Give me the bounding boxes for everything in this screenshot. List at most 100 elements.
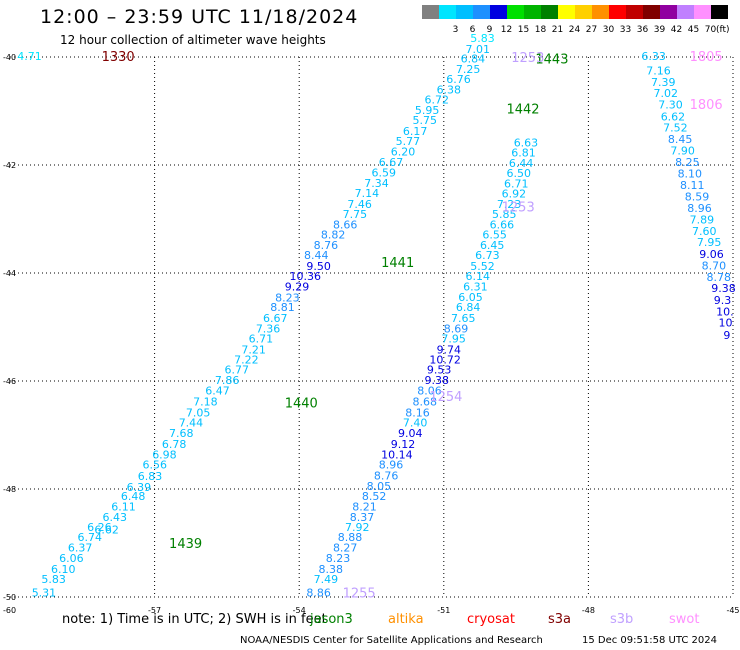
colorbar-swatch [643, 5, 660, 19]
wave-height-value: 6.62 [94, 524, 119, 537]
wave-height-value: 7.16 [646, 65, 671, 78]
wave-height-value: 6.63 [514, 136, 539, 149]
wave-height-value: 8.37 [350, 511, 375, 524]
colorbar-label: 15 [517, 25, 530, 35]
wave-height-value: 10.14 [381, 448, 413, 461]
colorbar-label: 18 [534, 25, 547, 35]
map-title: 12:00 – 23:59 UTC 11/18/2024 [40, 6, 359, 28]
wave-height-value: 6.50 [506, 167, 530, 180]
wave-height-value: 8.76 [374, 470, 399, 483]
wave-height-value: 7.92 [345, 521, 370, 534]
colorbar-swatch [626, 5, 643, 19]
wave-height-value: 9.3 [714, 294, 732, 307]
wave-height-value: 8.96 [687, 202, 712, 215]
wave-height-value: 6.92 [502, 188, 527, 201]
colorbar-label: 39 [653, 25, 666, 35]
colorbar-label: 9 [486, 25, 493, 35]
lat-tick-label: -50 [3, 593, 16, 602]
wave-height-value: 6.44 [509, 157, 534, 170]
colorbar-label: 42 [670, 25, 683, 35]
wave-height-value: 5.77 [396, 135, 421, 148]
pass-time-label: 1255 [343, 587, 376, 602]
pass-time-label: 1805 [690, 50, 723, 65]
wave-height-value: 7.30 [658, 99, 683, 112]
wave-height-value: 7.22 [234, 353, 259, 366]
wave-height-value: 8.16 [405, 406, 430, 419]
wave-height-value: 6.67 [379, 156, 404, 169]
lat-tick-label: -44 [3, 269, 16, 278]
colorbar-label: 70 [704, 25, 717, 35]
wave-height-value: 8.69 [444, 323, 469, 336]
lon-tick-label: -54 [293, 606, 306, 615]
wave-height-value: 5.52 [470, 260, 495, 273]
wave-height-value: 8.81 [270, 301, 295, 314]
wave-height-value: 8.70 [702, 259, 727, 272]
lon-tick-label: -45 [726, 606, 739, 615]
pass-time-label: 1439 [169, 537, 202, 552]
wave-height-value: 8.38 [318, 563, 343, 576]
wave-height-value: 10. [716, 305, 734, 318]
colorbar-swatch [490, 5, 507, 19]
satellite-legend-s3b: s3b [610, 612, 634, 627]
wave-height-value: 8.76 [314, 239, 339, 252]
lat-tick-label: -48 [3, 485, 16, 494]
pass-time-label: 1253 [511, 51, 544, 66]
lat-tick-label: -40 [3, 53, 16, 62]
colorbar-swatch [473, 5, 490, 19]
wave-height-value: 6.31 [463, 281, 488, 294]
wave-height-value: 6.45 [480, 239, 505, 252]
colorbar-swatch [660, 5, 677, 19]
wave-height-value: 7.44 [179, 417, 204, 430]
wave-height-value: 9.53 [427, 364, 452, 377]
wave-height-value: 6.76 [446, 73, 471, 86]
colorbar-label: 30 [602, 25, 615, 35]
wave-height-value: 6.73 [475, 249, 500, 262]
wave-height-value: 6.98 [152, 448, 177, 461]
wave-height-value: 8.68 [412, 396, 437, 409]
wave-height-value: 5.85 [492, 208, 517, 221]
wave-height-value: 6.67 [263, 312, 288, 325]
wave-height-value: 9.74 [437, 344, 462, 357]
colorbar-label: 33 [619, 25, 632, 35]
wave-height-value: 7.49 [314, 573, 339, 586]
wave-height-value: 8.88 [338, 531, 363, 544]
wave-height-value: 6.05 [458, 291, 483, 304]
pass-time-label: 1253 [502, 201, 535, 216]
wave-height-value: 10 [719, 317, 733, 330]
wave-height-value: 7.34 [364, 177, 389, 190]
colorbar-swatch [422, 5, 439, 19]
wave-height-value: 6.55 [482, 229, 507, 242]
wave-height-value: 6.10 [51, 563, 76, 576]
pass-time-label: 1442 [506, 102, 539, 117]
wave-height-value: 7.25 [456, 63, 481, 76]
wave-height-value: 8.11 [680, 179, 705, 192]
wave-height-value: 7.40 [403, 417, 428, 430]
wave-height-value: 8.23 [275, 291, 300, 304]
colorbar-label: 3 [452, 25, 459, 35]
wave-height-value: 7.90 [670, 144, 695, 157]
colorbar-label: 12 [500, 25, 513, 35]
colorbar-swatch [507, 5, 524, 19]
wave-height-value: 6.17 [403, 125, 428, 138]
wave-height-value: 8.23 [326, 552, 351, 565]
lon-tick-label: -60 [3, 606, 16, 615]
wave-height-value: 6.74 [77, 531, 102, 544]
wave-height-value: 8.52 [362, 490, 387, 503]
wave-height-value: 6.78 [162, 438, 187, 451]
colorbar-swatch [609, 5, 626, 19]
wave-height-value: 6.84 [456, 301, 481, 314]
wave-height-value: 8.44 [304, 249, 329, 262]
map-subtitle: 12 hour collection of altimeter wave hei… [60, 33, 326, 47]
lon-tick-label: -48 [582, 606, 595, 615]
colorbar-label: 36 [636, 25, 649, 35]
wave-height-value: 7.68 [169, 427, 194, 440]
wave-height-value: 9 [723, 329, 730, 342]
wave-height-value: 6.72 [425, 94, 450, 107]
wave-height-value: 7.21 [241, 344, 265, 357]
wave-height-value: 8.21 [352, 500, 377, 513]
wave-height-value: 9.38 [711, 282, 736, 295]
wave-height-value: 6.81 [511, 147, 536, 160]
wave-height-value: 10.36 [290, 270, 322, 283]
pass-time-label: 1806 [690, 98, 723, 113]
